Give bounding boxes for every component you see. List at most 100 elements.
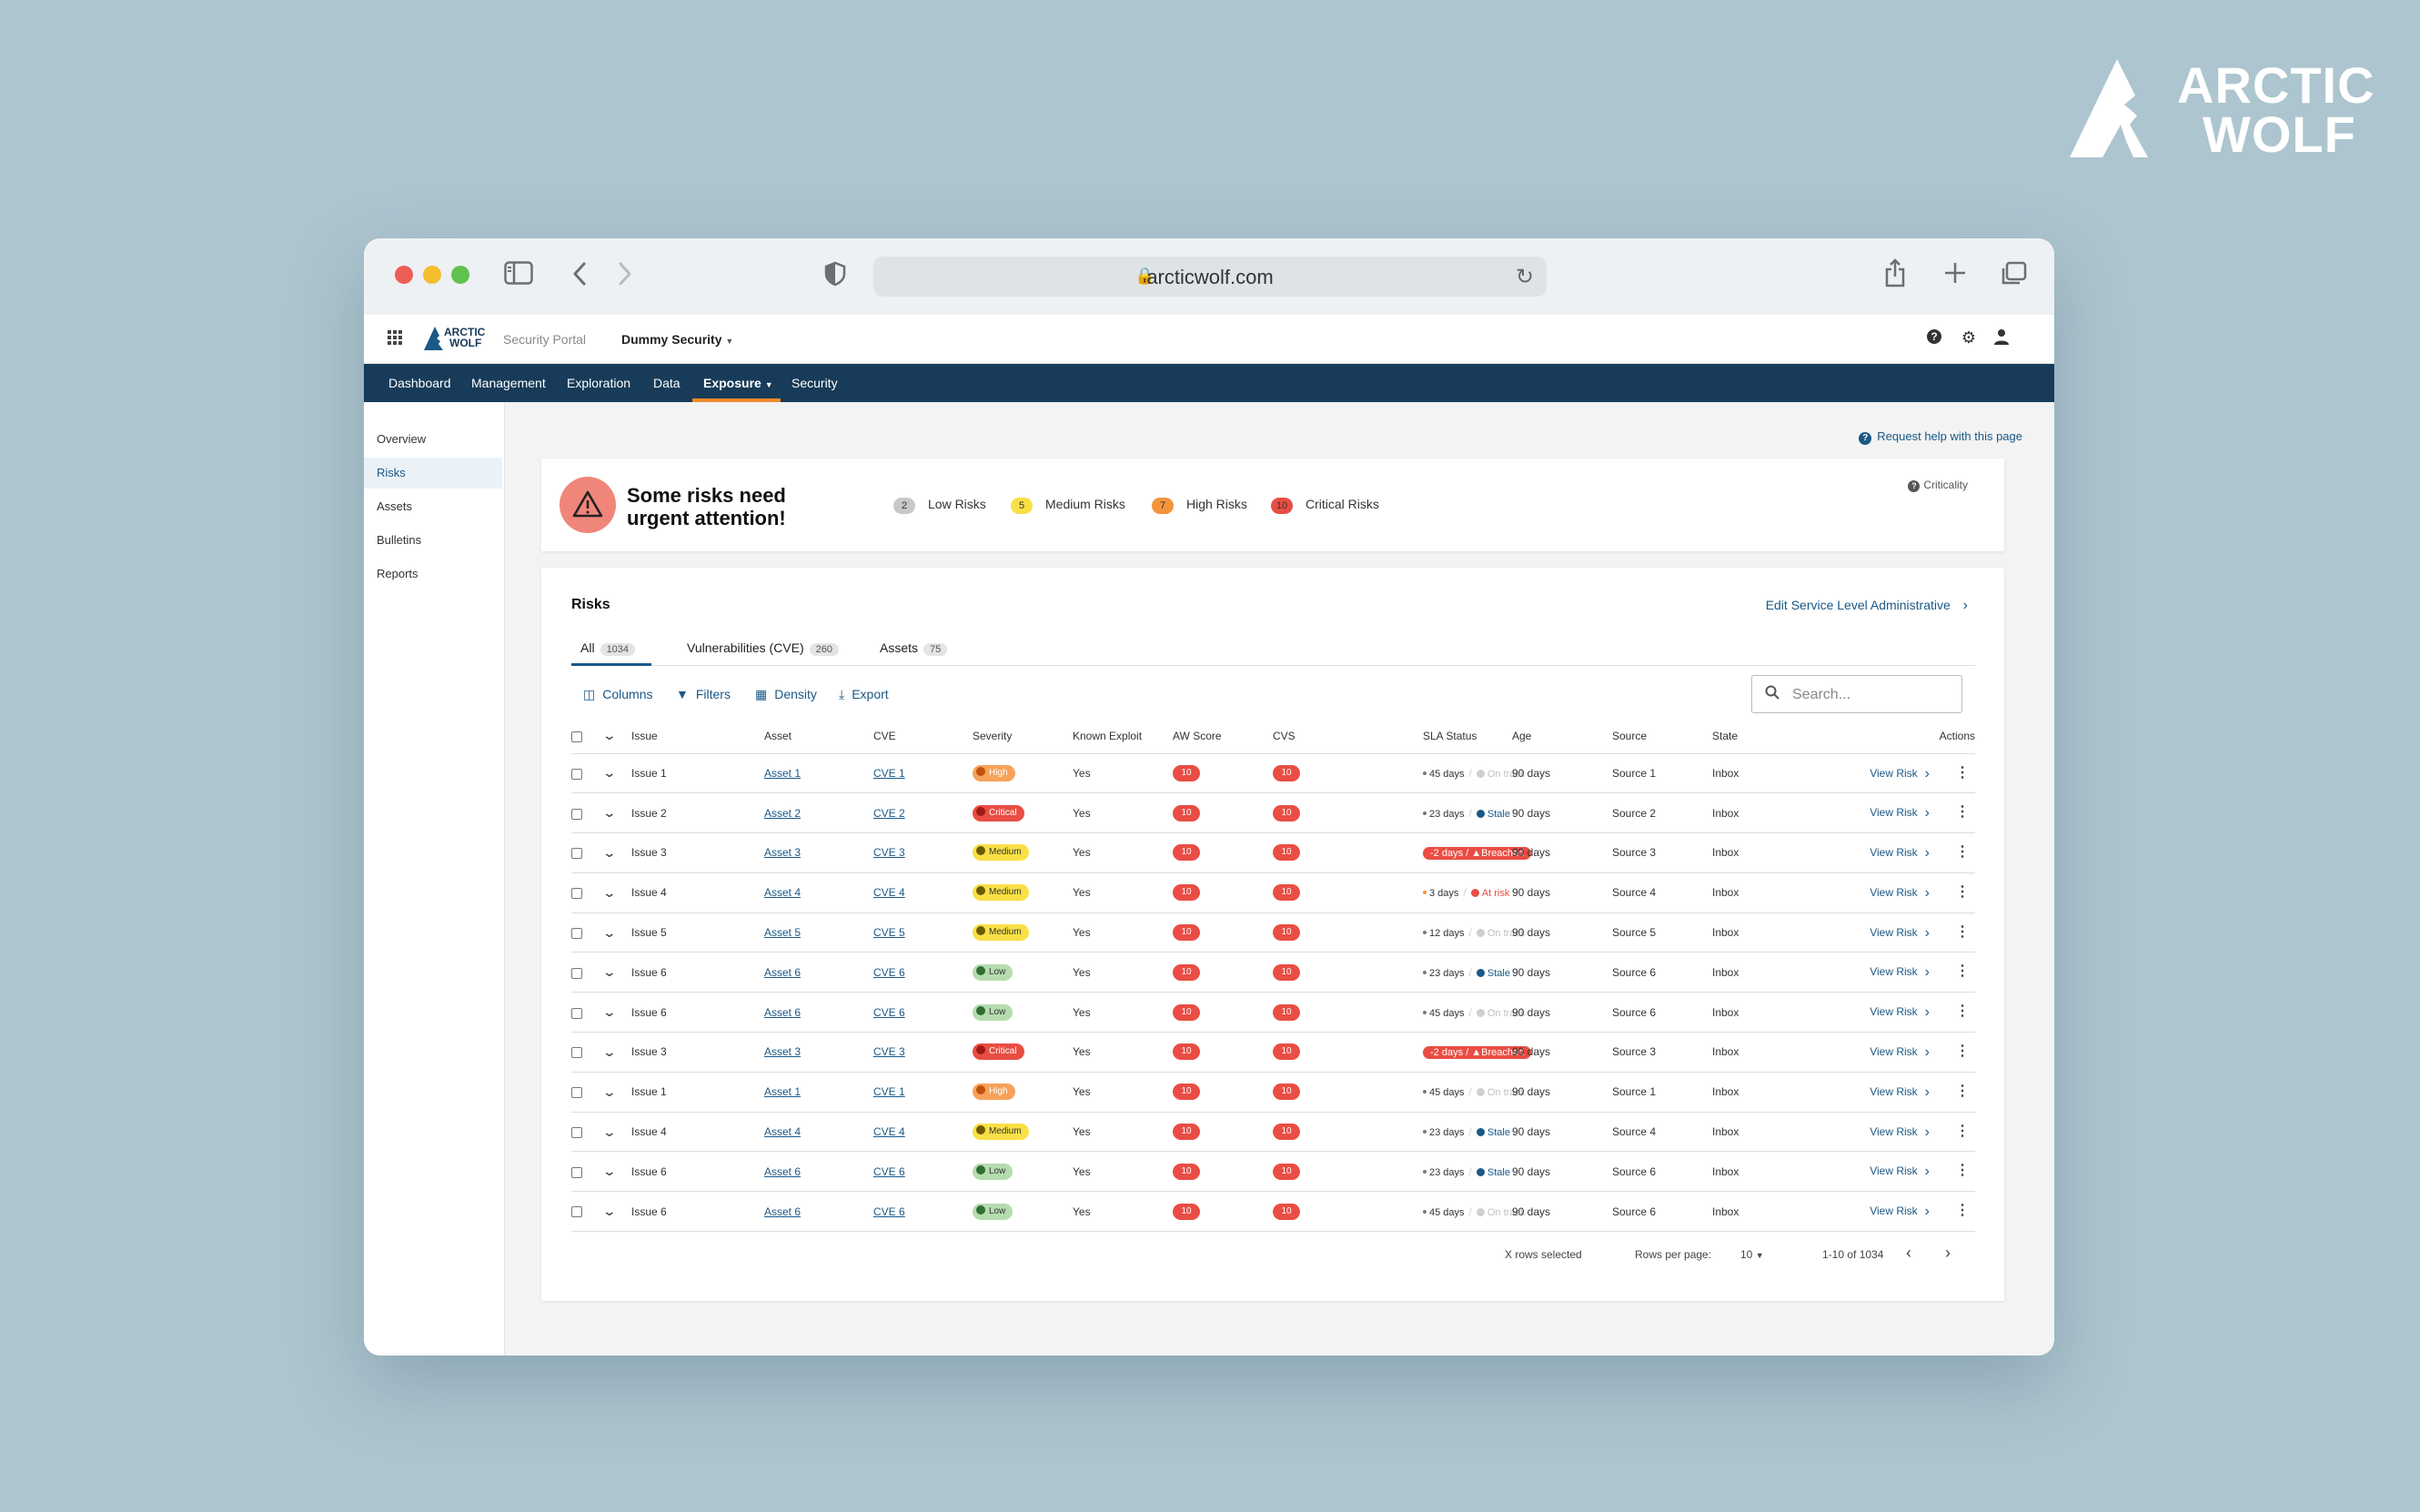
view-risk-link[interactable]: View Risk ›	[1870, 964, 1930, 981]
more-actions-icon[interactable]: ⋮	[1955, 1163, 1970, 1179]
cve-link[interactable]: CVE 1	[873, 766, 905, 780]
row-checkbox[interactable]	[571, 808, 582, 820]
column-header-sla-status[interactable]: SLA Status	[1423, 719, 1512, 754]
app-launcher-icon[interactable]	[388, 330, 402, 349]
high-risks-count[interactable]: 7 High Risks	[1152, 497, 1247, 514]
view-risk-link[interactable]: View Risk ›	[1870, 845, 1930, 862]
asset-link[interactable]: Asset 5	[764, 926, 802, 940]
asset-link[interactable]: Asset 3	[764, 846, 802, 860]
table-row[interactable]: ⌄ Issue 3 Asset 3 CVE 3 Medium Yes 10 10 -2 days…	[571, 832, 1975, 873]
cve-link[interactable]: CVE 5	[873, 926, 905, 940]
cve-link[interactable]: CVE 3	[873, 846, 905, 860]
chevron-down-icon[interactable]: ⌄	[601, 1124, 618, 1139]
table-row[interactable]: ⌄ Issue 6 Asset 6 CVE 6 Low Yes 10 10 45 days / On…	[571, 1191, 1975, 1233]
rows-per-page-select[interactable]: 10 ▼	[1740, 1248, 1764, 1261]
view-risk-link[interactable]: View Risk ›	[1870, 885, 1930, 902]
row-checkbox[interactable]	[571, 768, 582, 780]
share-icon[interactable]	[1883, 258, 1907, 293]
view-risk-link[interactable]: View Risk ›	[1870, 1004, 1930, 1021]
nav-exploration[interactable]: Exploration	[567, 376, 631, 390]
view-risk-link[interactable]: View Risk ›	[1870, 805, 1930, 822]
nav-dashboard[interactable]: Dashboard	[388, 376, 451, 390]
view-risk-link[interactable]: View Risk ›	[1870, 1204, 1930, 1220]
table-row[interactable]: ⌄ Issue 3 Asset 3 CVE 3 Critical Yes 10 10 -2 da…	[571, 1032, 1975, 1073]
column-header-issue[interactable]: Issue	[631, 719, 764, 754]
more-actions-icon[interactable]: ⋮	[1955, 1043, 1970, 1060]
minimize-window-button[interactable]	[423, 266, 441, 284]
tab-vulnerabilities[interactable]: Vulnerabilities (CVE) 260	[687, 640, 839, 656]
column-header-known-exploit[interactable]: Known Exploit	[1073, 719, 1173, 754]
back-arrow-icon[interactable]	[571, 261, 588, 292]
view-risk-link[interactable]: View Risk ›	[1870, 766, 1930, 782]
view-risk-link[interactable]: View Risk ›	[1870, 1044, 1930, 1061]
row-checkbox[interactable]	[571, 927, 582, 939]
chevron-down-icon[interactable]: ⌄	[601, 805, 618, 821]
cve-link[interactable]: CVE 6	[873, 1205, 905, 1218]
chevron-down-icon[interactable]: ⌄	[601, 964, 618, 980]
chevron-down-icon[interactable]: ⌄	[601, 728, 618, 743]
edit-service-level-link[interactable]: Edit Service Level Administrative ›	[1766, 598, 1968, 614]
table-row[interactable]: ⌄ Issue 2 Asset 2 CVE 2 Critical Yes 10 10 23 da…	[571, 792, 1975, 834]
previous-page-chevron-icon[interactable]: ‹	[1906, 1244, 1911, 1262]
view-risk-link[interactable]: View Risk ›	[1870, 1084, 1930, 1101]
row-checkbox[interactable]	[571, 1047, 582, 1059]
cve-link[interactable]: CVE 2	[873, 806, 905, 820]
filters-button[interactable]: ▼ Filters	[676, 687, 731, 701]
settings-gear-icon[interactable]: ⚙	[1961, 328, 1977, 347]
cve-link[interactable]: CVE 6	[873, 1164, 905, 1178]
more-actions-icon[interactable]: ⋮	[1955, 1003, 1970, 1020]
more-actions-icon[interactable]: ⋮	[1955, 963, 1970, 980]
user-profile-icon[interactable]	[1992, 328, 2011, 347]
column-header-cvs[interactable]: CVS	[1273, 719, 1423, 754]
chevron-down-icon[interactable]: ⌄	[601, 1043, 618, 1059]
address-bar[interactable]: 🔒 arcticwolf.com ↻	[873, 257, 1547, 297]
nav-security[interactable]: Security	[792, 376, 838, 390]
table-row[interactable]: ⌄ Issue 6 Asset 6 CVE 6 Low Yes 10 10 23 days / St…	[571, 1151, 1975, 1193]
more-actions-icon[interactable]: ⋮	[1955, 883, 1970, 900]
new-tab-icon[interactable]	[1943, 261, 1967, 290]
table-row[interactable]: ⌄ Issue 1 Asset 1 CVE 1 High Yes 10 10 45 days / O…	[571, 1072, 1975, 1113]
more-actions-icon[interactable]: ⋮	[1955, 804, 1970, 821]
row-checkbox[interactable]	[571, 888, 582, 900]
column-header-age[interactable]: Age	[1512, 719, 1612, 754]
row-checkbox[interactable]	[571, 1126, 582, 1138]
row-checkbox[interactable]	[571, 848, 582, 860]
row-checkbox[interactable]	[571, 1166, 582, 1178]
privacy-shield-icon[interactable]	[824, 261, 846, 292]
medium-risks-count[interactable]: 5 Medium Risks	[1011, 497, 1125, 514]
tab-assets[interactable]: Assets 75	[880, 640, 948, 656]
sidebar-toggle-icon[interactable]	[504, 261, 533, 290]
columns-button[interactable]: ◫ Columns	[583, 687, 652, 702]
table-row[interactable]: ⌄ Issue 6 Asset 6 CVE 6 Low Yes 10 10 23 days / St…	[571, 952, 1975, 993]
row-checkbox[interactable]	[571, 967, 582, 979]
asset-link[interactable]: Asset 4	[764, 1125, 802, 1139]
asset-link[interactable]: Asset 6	[764, 1164, 802, 1178]
asset-link[interactable]: Asset 2	[764, 806, 802, 820]
density-button[interactable]: ▦ Density	[755, 687, 817, 702]
row-checkbox[interactable]	[571, 1007, 582, 1019]
chevron-down-icon[interactable]: ⌄	[601, 1164, 618, 1179]
cve-link[interactable]: CVE 6	[873, 1005, 905, 1019]
nav-exposure[interactable]: Exposure ▼	[703, 376, 773, 390]
sidebar-item-reports[interactable]: Reports	[377, 567, 418, 580]
help-icon[interactable]: ?	[1925, 328, 1943, 347]
cve-link[interactable]: CVE 3	[873, 1045, 905, 1059]
critical-risks-count[interactable]: 10 Critical Risks	[1271, 497, 1379, 514]
chevron-down-icon[interactable]: ⌄	[601, 765, 618, 781]
asset-link[interactable]: Asset 1	[764, 1085, 802, 1099]
forward-arrow-icon[interactable]	[617, 261, 633, 292]
export-button[interactable]: ⤓ Export	[839, 687, 889, 702]
column-header-state[interactable]: State	[1712, 729, 1739, 742]
more-actions-icon[interactable]: ⋮	[1955, 1123, 1970, 1139]
column-header-source[interactable]: Source	[1612, 719, 1712, 754]
sidebar-item-risks[interactable]: Risks	[364, 458, 502, 489]
view-risk-link[interactable]: View Risk ›	[1870, 1164, 1930, 1180]
table-row[interactable]: ⌄ Issue 6 Asset 6 CVE 6 Low Yes 10 10 45 days / On…	[571, 992, 1975, 1033]
asset-link[interactable]: Asset 1	[764, 766, 802, 780]
chevron-down-icon[interactable]: ⌄	[601, 884, 618, 900]
next-page-chevron-icon[interactable]: ›	[1945, 1244, 1951, 1262]
table-row[interactable]: ⌄ Issue 4 Asset 4 CVE 4 Medium Yes 10 10 23 days…	[571, 1112, 1975, 1153]
org-selector[interactable]: Dummy Security ▼	[621, 332, 733, 347]
chevron-down-icon[interactable]: ⌄	[601, 1004, 618, 1020]
table-row[interactable]: ⌄ Issue 1 Asset 1 CVE 1 High Yes 10 10 45 days / O…	[571, 753, 1975, 794]
